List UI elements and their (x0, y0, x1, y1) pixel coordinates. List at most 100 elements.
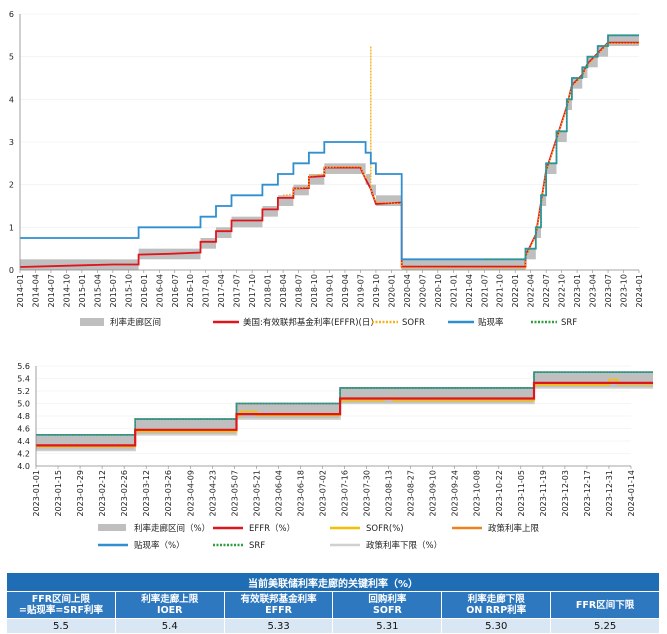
series-line (36, 371, 653, 436)
x-tick-label: 2023-11-19 (539, 470, 548, 517)
y-tick-label: 5 (9, 53, 14, 62)
corridor-segment (582, 67, 588, 78)
corridor-segment (262, 206, 278, 217)
x-tick-label: 2023-07-16 (341, 470, 350, 517)
x-tick-label: 2018-10 (310, 274, 319, 307)
series-lines (36, 371, 653, 452)
value-effr: 5.33 (223, 618, 334, 634)
x-tick-label: 2023-01-01 (32, 470, 41, 517)
corridor-segment (608, 35, 639, 46)
header-corridor-upper: 利率走廊上限 IOER (114, 591, 225, 619)
corridor-segment (401, 259, 526, 270)
x-tick-label: 2016-07 (171, 274, 180, 307)
series-lines (19, 34, 639, 269)
header-corridor-lower: 利率走廊下限 ON RRP利率 (441, 591, 552, 619)
corridor-segment (587, 56, 598, 68)
legend-label: 利率走廊区间 (110, 317, 161, 328)
corridor-segment (375, 195, 402, 206)
value-ffr-upper: 5.5 (6, 618, 116, 634)
corridor-segment (566, 99, 572, 110)
x-tick-label: 2015-04 (93, 274, 102, 307)
y-tick-label: 5.4 (17, 375, 30, 384)
x-tick-label: 2014-10 (62, 274, 71, 307)
corridor-segment (324, 163, 366, 174)
x-tick-label: 2020-04 (403, 274, 412, 307)
corridor-segment (556, 131, 567, 142)
y-tick-label: 4.0 (17, 462, 30, 471)
x-tick-label: 2019-01 (326, 274, 335, 307)
x-tick-label: 2018-01 (264, 274, 273, 307)
x-tick-label: 2016-10 (186, 274, 195, 307)
x-tick-label: 2023-06-18 (296, 470, 305, 517)
x-tick-label: 2014-04 (31, 274, 40, 307)
x-tick-label: 2023-08-13 (385, 470, 394, 517)
header-line: ON RRP利率 (466, 605, 527, 616)
x-tick-label: 2014-01 (16, 274, 25, 307)
x-tick-label: 2019-07 (356, 274, 365, 307)
x-tick-label: 2023-05-07 (230, 470, 239, 517)
x-tick-label: 2023-07 (604, 274, 613, 307)
corridor-segment (36, 434, 136, 451)
series-line (36, 381, 653, 447)
x-tick-label: 2016-04 (155, 274, 164, 307)
header-line: EFFR (265, 605, 292, 616)
x-tick-label: 2023-04-23 (208, 470, 217, 517)
legend-label: 利率走廊区间（%） (134, 523, 210, 534)
x-tick-label: 2020-10 (434, 274, 443, 307)
key-rates-table: 当前美联储利率走廊的关键利率（%） FFR区间上限 =贴现率=SRF利率 利率走廊… (6, 572, 660, 634)
x-tick-label: 2023-06-04 (274, 470, 283, 517)
corridor-segment (308, 174, 325, 185)
x-tick-label: 2023-12-03 (561, 470, 570, 517)
x-tick-label: 2021-04 (465, 274, 474, 307)
legend-label: 政策利率下限（%） (366, 540, 442, 551)
series-line (19, 41, 639, 268)
header-line: SOFR (373, 605, 402, 616)
axes: 0 1 2 3 4 5 6 2014-01 2014-04 2014-07 2014-10 2015-… (9, 10, 644, 307)
header-line: 利率走廊下限 (467, 594, 525, 605)
x-tick-label: 2019-10 (372, 274, 381, 307)
x-tick-label: 2023-07-30 (363, 470, 372, 517)
legend-swatch (80, 318, 104, 326)
corridor-segment (534, 372, 654, 388)
corridor-segment (370, 184, 376, 196)
legend: 利率走廊区间 美国:有效联邦基金利率(EFFR)(日) SOFR 贴现率 SRF (80, 317, 577, 328)
header-ffr-upper: FFR区间上限 =贴现率=SRF利率 (6, 591, 116, 619)
x-tick-label: 2023-10-22 (495, 470, 504, 517)
corridor-segment (135, 419, 237, 435)
legend-label: 贴现率（%） (134, 540, 185, 551)
corridor-segment (277, 195, 294, 206)
corridor-segment (571, 78, 583, 89)
x-tick-label: 2017-07 (233, 274, 242, 307)
x-tick-label: 2023-03-12 (142, 470, 151, 517)
legend-label: 美国:有效联邦基金利率(EFFR)(日) (243, 317, 374, 328)
x-tick-label: 2023-05-21 (252, 470, 261, 517)
x-tick-label: 2018-07 (295, 274, 304, 307)
legend-swatch (98, 524, 126, 531)
x-tick-label: 2023-12-31 (605, 470, 614, 517)
x-tick-label: 2023-01 (573, 274, 582, 307)
header-effr: 有效联邦基金利率 EFFR (223, 591, 334, 619)
series-line (484, 34, 639, 260)
corridor-segment (293, 184, 309, 196)
corridor-segment (597, 46, 609, 57)
y-tick-label: 4.8 (17, 412, 30, 421)
x-tick-label: 2020-01 (387, 274, 396, 307)
header-line: 利率走廊上限 (141, 594, 199, 605)
table-title-row: 当前美联储利率走廊的关键利率（%） (6, 572, 660, 592)
y-tick-label: 4.4 (17, 437, 30, 446)
y-tick-label: 5.2 (17, 387, 30, 396)
x-tick-label: 2024-01 (635, 274, 644, 307)
y-tick-label: 3 (9, 138, 14, 147)
x-tick-label: 2022-04 (527, 274, 536, 307)
x-tick-label: 2018-04 (279, 274, 288, 307)
x-tick-label: 2014-07 (47, 274, 56, 307)
legend-label: SRF (249, 541, 265, 551)
x-tick-label: 2023-09-10 (429, 470, 438, 517)
x-tick-label: 2023-03-26 (164, 470, 173, 517)
header-line: 有效联邦基金利率 (240, 594, 317, 605)
x-tick-label: 2023-10-08 (473, 470, 482, 517)
y-tick-label: 4.2 (17, 450, 30, 459)
value-sofr: 5.31 (332, 618, 443, 634)
header-ffr-lower: FFR区间下限 (550, 591, 660, 619)
x-tick-label: 2023-04-09 (186, 470, 195, 517)
